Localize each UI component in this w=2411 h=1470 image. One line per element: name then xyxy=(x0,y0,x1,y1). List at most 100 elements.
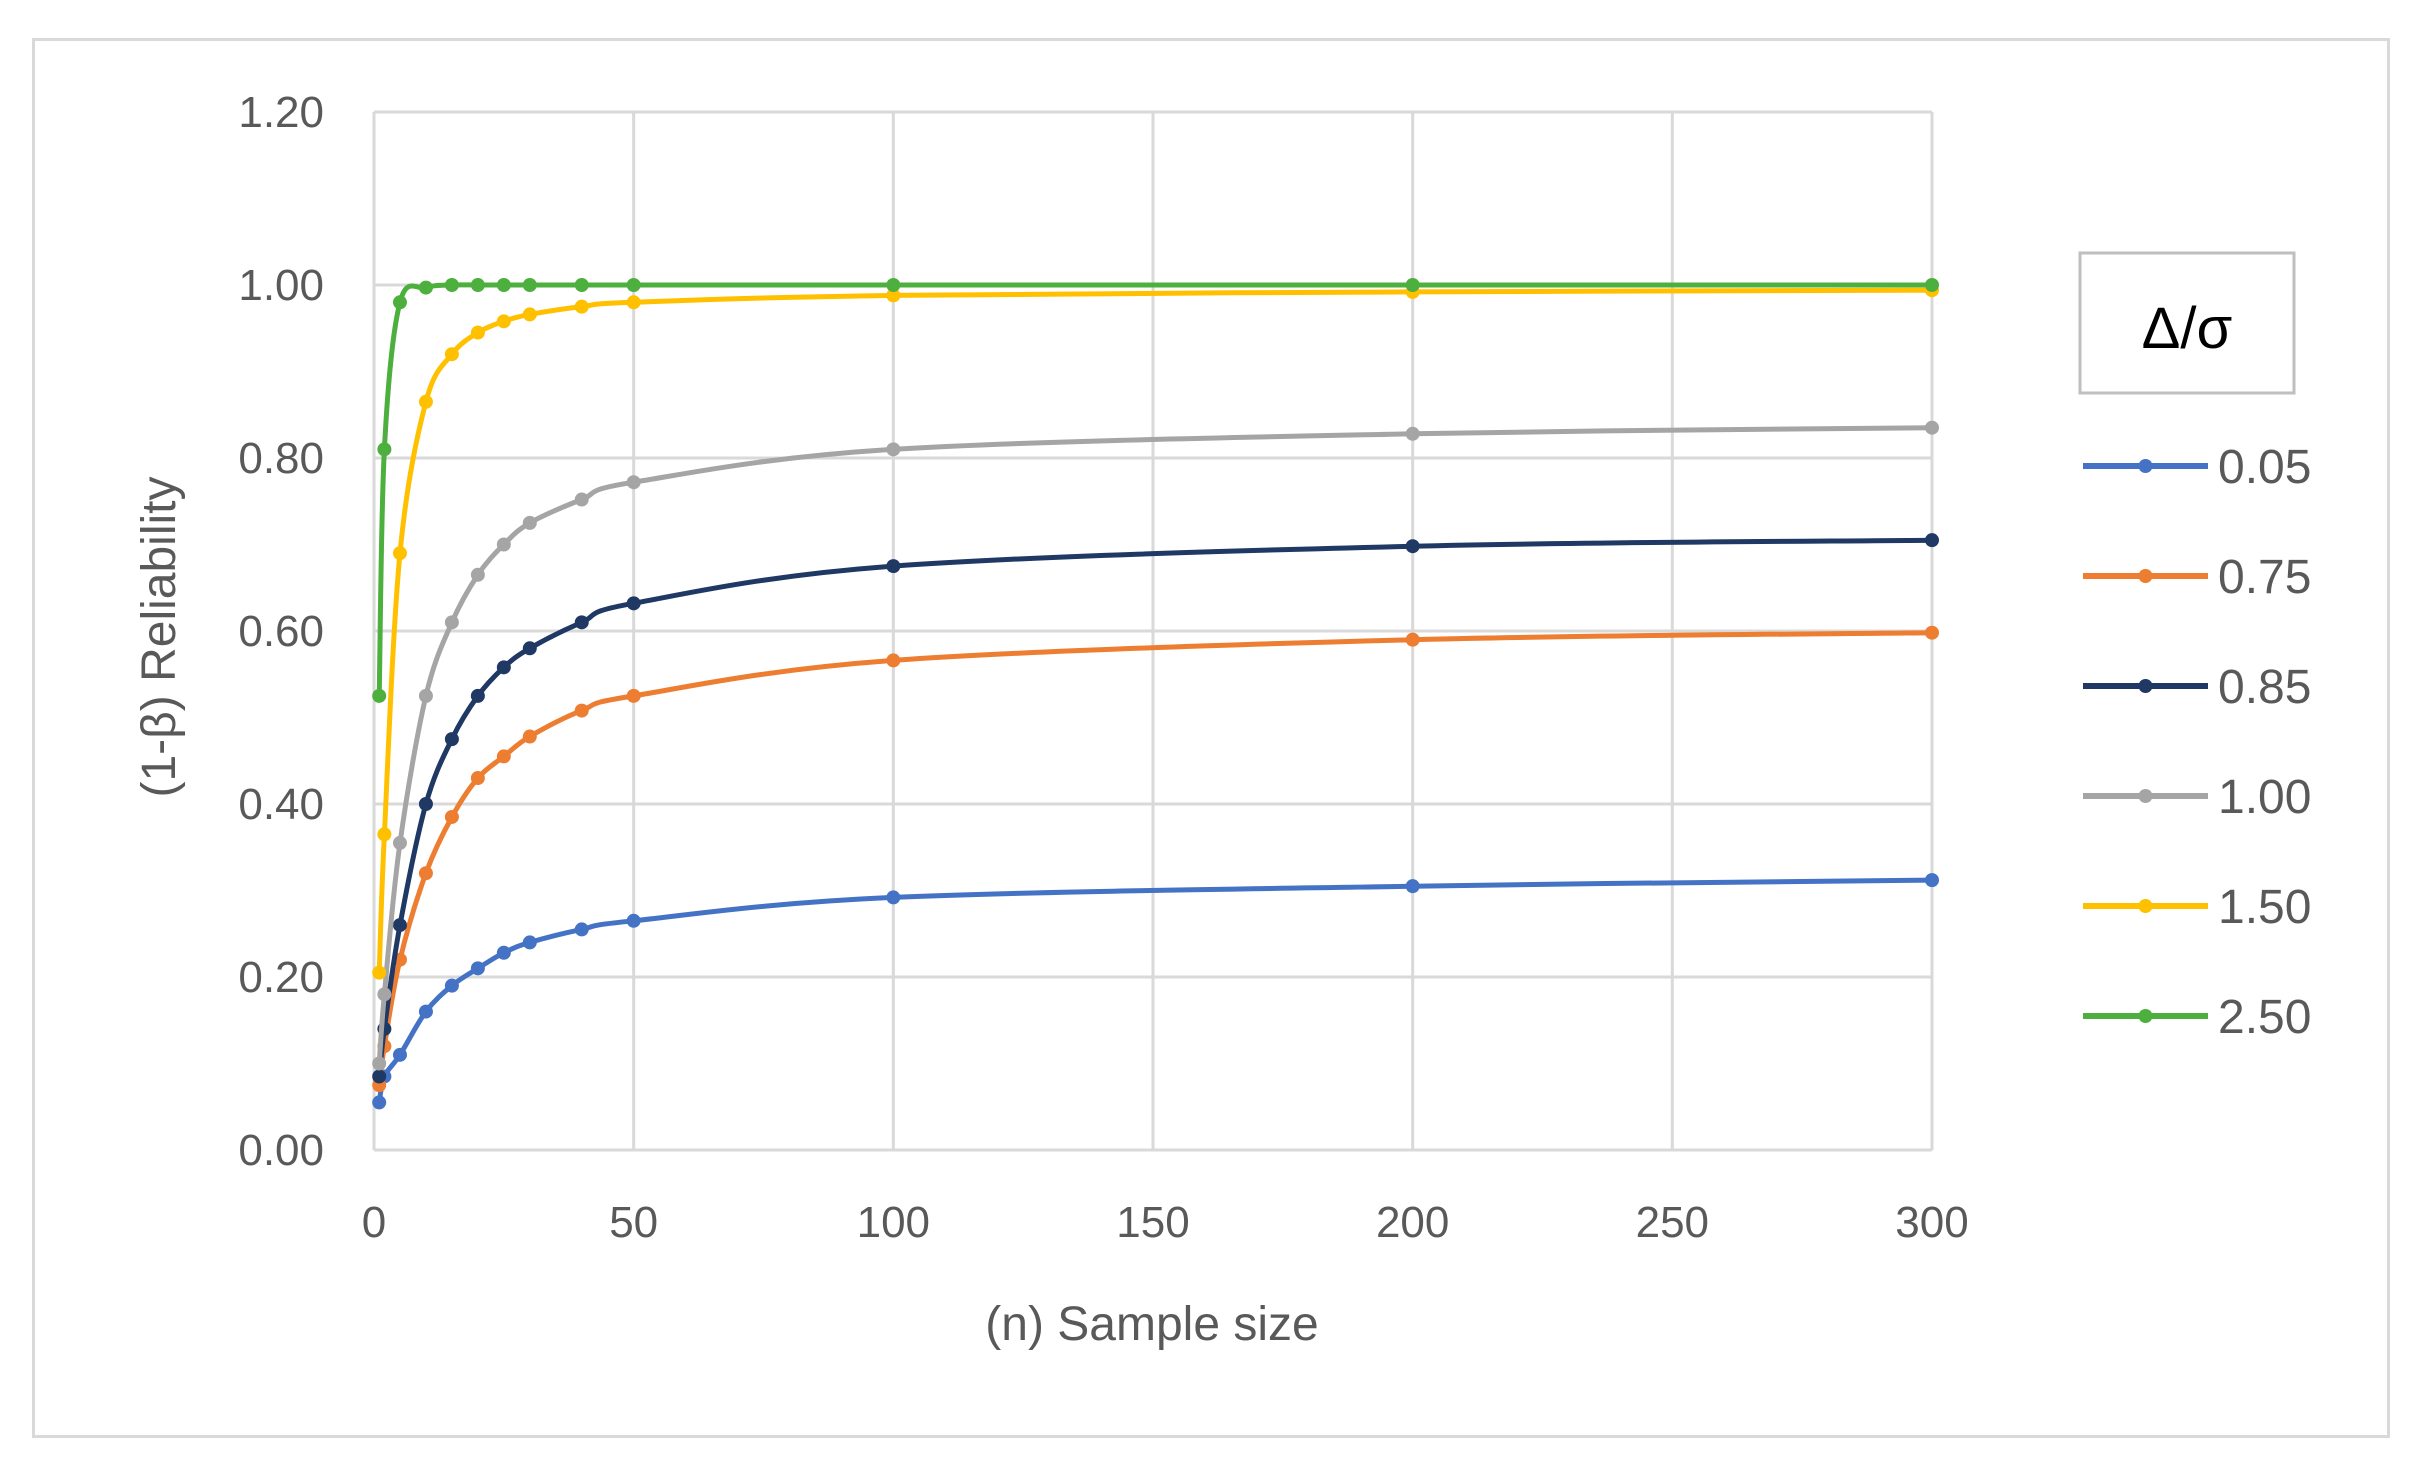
legend-label: 0.85 xyxy=(2218,661,2311,714)
data-point xyxy=(522,278,537,292)
legend-item-0.05: 0.05 xyxy=(2083,441,2311,494)
data-point xyxy=(1925,533,1939,548)
series-0.75 xyxy=(372,625,1939,1093)
legend-title-box xyxy=(2078,251,2296,395)
data-point xyxy=(496,537,511,552)
data-point xyxy=(470,771,485,786)
data-point xyxy=(418,688,433,703)
data-point xyxy=(626,295,641,310)
legend-item-0.85: 0.85 xyxy=(2083,661,2311,714)
legend: 0.05 0.75 0.85 1.00 1.50 2.50 xyxy=(2083,441,2311,1044)
x-tick-label: 150 xyxy=(1116,1198,1189,1247)
data-point xyxy=(1925,873,1939,888)
data-point xyxy=(522,515,537,530)
data-point xyxy=(496,314,511,329)
x-axis-title: (n) Sample size xyxy=(985,1298,1318,1351)
data-point xyxy=(470,278,485,292)
data-point xyxy=(377,442,392,457)
data-point xyxy=(886,442,901,457)
data-point xyxy=(496,749,511,764)
data-point xyxy=(1925,420,1939,435)
data-point xyxy=(392,295,407,310)
data-point xyxy=(1405,632,1420,647)
data-point xyxy=(626,913,641,928)
data-point xyxy=(392,1047,407,1062)
data-point xyxy=(1405,426,1420,441)
data-point xyxy=(574,922,589,937)
data-point xyxy=(496,660,511,675)
data-point xyxy=(372,1095,387,1110)
data-point xyxy=(444,809,459,824)
legend-swatch-marker xyxy=(2138,789,2153,803)
data-point xyxy=(372,965,387,980)
data-point xyxy=(377,987,392,1002)
data-point xyxy=(470,961,485,976)
series-1.00 xyxy=(372,420,1939,1071)
data-point xyxy=(574,299,589,314)
data-point xyxy=(886,559,901,574)
data-point xyxy=(392,918,407,933)
data-point xyxy=(444,615,459,630)
legend-swatch-marker xyxy=(2138,459,2153,473)
series-layer xyxy=(372,278,1939,1110)
data-point xyxy=(522,307,537,322)
grid xyxy=(372,110,1934,1152)
data-point xyxy=(470,567,485,582)
legend-item-1.00: 1.00 xyxy=(2083,771,2311,824)
data-point xyxy=(1405,278,1420,292)
data-point xyxy=(886,653,901,668)
data-point xyxy=(444,732,459,747)
y-tick-label: 0.40 xyxy=(238,780,324,829)
data-point xyxy=(418,1004,433,1019)
data-point xyxy=(372,688,387,703)
data-point xyxy=(574,492,589,507)
data-point xyxy=(1405,879,1420,894)
x-tick-label: 300 xyxy=(1895,1198,1968,1247)
series-0.85 xyxy=(372,533,1939,1084)
legend-item-0.75: 0.75 xyxy=(2083,551,2311,604)
x-tick-label: 250 xyxy=(1636,1198,1709,1247)
legend-label: 1.50 xyxy=(2218,881,2311,934)
tick-labels: 0.00 0.20 0.40 0.60 0.80 1.00 1.20 0 50 100 150 200… xyxy=(238,88,1968,1247)
legend-swatch-marker xyxy=(2138,1009,2153,1023)
data-point xyxy=(522,935,537,950)
series-line xyxy=(376,282,1932,696)
y-tick-label: 1.00 xyxy=(238,261,324,310)
data-point xyxy=(886,890,901,905)
legend-label: 1.00 xyxy=(2218,771,2311,824)
data-point xyxy=(886,288,901,303)
data-point xyxy=(418,797,433,811)
data-point xyxy=(496,278,511,292)
legend-swatch-marker xyxy=(2138,899,2153,913)
y-tick-label: 0.80 xyxy=(238,434,324,483)
legend-title: Δ/σ xyxy=(2142,296,2233,361)
data-point xyxy=(574,703,589,718)
x-tick-label: 50 xyxy=(609,1198,658,1247)
data-point xyxy=(418,394,433,409)
data-point xyxy=(626,688,641,703)
data-point xyxy=(574,278,589,292)
data-point xyxy=(444,278,459,292)
data-point xyxy=(522,641,537,656)
data-point xyxy=(626,596,641,611)
chart-frame xyxy=(32,38,2390,1438)
x-tick-label: 100 xyxy=(857,1198,930,1247)
legend-label: 0.75 xyxy=(2218,551,2311,604)
data-point xyxy=(392,835,407,850)
data-point xyxy=(496,945,511,960)
data-point xyxy=(372,1069,387,1084)
series-line xyxy=(376,630,1933,1086)
x-tick-label: 200 xyxy=(1376,1198,1449,1247)
data-point xyxy=(470,325,485,340)
data-point xyxy=(377,827,392,842)
data-point xyxy=(444,978,459,993)
legend-swatch-marker xyxy=(2138,679,2153,693)
data-point xyxy=(626,278,641,292)
data-point xyxy=(626,475,641,490)
legend-item-1.50: 1.50 xyxy=(2083,881,2311,934)
y-tick-label: 1.20 xyxy=(238,88,324,137)
data-point xyxy=(1405,539,1420,554)
legend-swatch-marker xyxy=(2138,569,2153,583)
data-point xyxy=(522,729,537,744)
